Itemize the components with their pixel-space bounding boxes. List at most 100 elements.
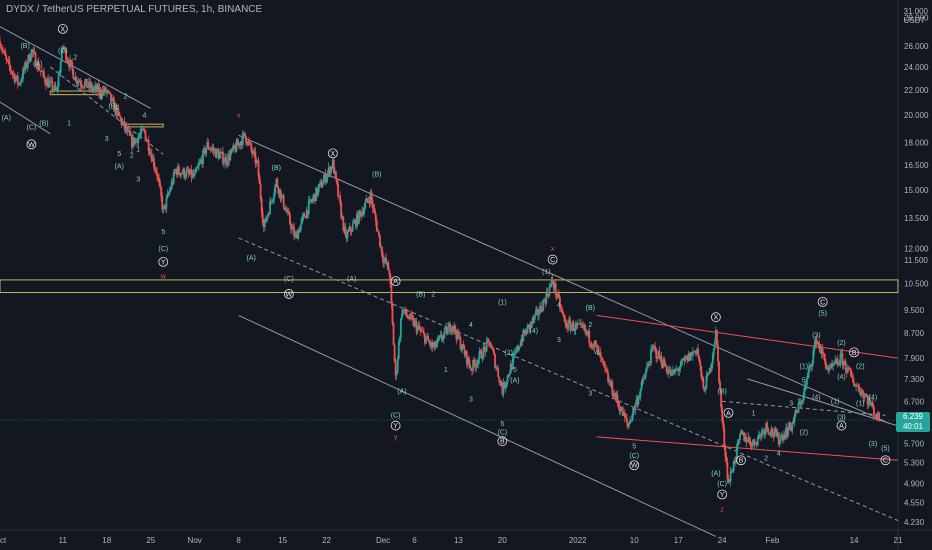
candle-body	[830, 363, 832, 369]
price-axis[interactable]: 29.000 26.000 24.000 22.000 20.000 18.000 16.5…	[904, 13, 929, 526]
candle-body	[372, 207, 375, 209]
candle-body	[27, 54, 30, 65]
candle-body	[784, 434, 786, 439]
candle-body	[419, 329, 422, 332]
trend-lines	[0, 26, 899, 537]
candle-body	[358, 210, 360, 224]
candle-body	[415, 322, 418, 332]
candle-body	[94, 85, 97, 88]
candle-body	[485, 340, 488, 352]
wave-label: (1)	[800, 363, 809, 370]
candle-body	[417, 325, 420, 327]
candle-body	[763, 430, 765, 435]
candle-body	[71, 62, 74, 69]
wave-label: W	[286, 291, 293, 298]
candle-body	[151, 157, 154, 162]
candle-body	[106, 90, 109, 92]
wave-label: (2)	[504, 350, 513, 357]
candle-body	[81, 86, 84, 88]
candle-body	[798, 402, 801, 404]
candle-body	[855, 385, 858, 387]
candle-body	[249, 142, 252, 144]
candle-body	[347, 230, 350, 232]
candle-body	[15, 75, 18, 79]
candle-body	[491, 347, 493, 349]
candle-body	[835, 359, 838, 361]
time-tick-label: 10	[630, 536, 639, 545]
candle-body	[713, 342, 716, 349]
candle-body	[623, 412, 626, 418]
candle-body	[844, 361, 847, 371]
candle-body	[773, 429, 776, 437]
wave-label-circle	[547, 254, 558, 265]
candle-body	[574, 323, 577, 331]
wave-label: B	[852, 350, 857, 357]
candle-body	[441, 338, 444, 340]
candle-body	[483, 346, 486, 348]
candle-body	[645, 366, 648, 372]
candle-body	[341, 216, 344, 218]
candle-body	[294, 235, 297, 237]
candle-body	[816, 342, 819, 345]
candle-body	[716, 329, 718, 345]
wave-labels: (B)(A)X(C)24 2(A)(C)(B) 1W(B)4315(A)23xX(B…	[2, 23, 891, 513]
wave-label: C	[820, 299, 825, 306]
candle-body	[748, 437, 751, 441]
candle-body	[30, 49, 33, 59]
candle-body	[104, 87, 107, 93]
wave-label: (A)	[711, 470, 720, 477]
candle-body	[225, 157, 227, 166]
candle-body	[842, 361, 845, 366]
wave-label: A	[726, 410, 731, 417]
candle-body	[102, 89, 105, 93]
candle-body	[342, 216, 345, 231]
candle-body	[133, 137, 135, 145]
candle-body	[144, 130, 147, 140]
wave-label: (1)	[498, 299, 507, 306]
candle-body	[672, 369, 674, 373]
candle-body	[181, 173, 184, 175]
candle-body	[742, 432, 745, 435]
candle-body	[862, 392, 865, 399]
candle-body	[105, 91, 108, 93]
time-axis[interactable]: Oct 11 18 25 Nov 8 15 22 Dec 6 13 20 2022 10 17 24 Feb 14…	[0, 536, 903, 545]
candle-body	[195, 168, 198, 170]
candle-body	[436, 338, 439, 344]
wave-label: 2	[431, 291, 435, 298]
candle-body	[590, 343, 593, 347]
candle-body	[166, 193, 169, 198]
candle-body	[679, 366, 682, 370]
candle-body	[796, 411, 799, 413]
wave-label-circle	[723, 407, 734, 418]
wave-label: (2)	[837, 340, 846, 347]
candle-body	[673, 369, 675, 374]
candle-body	[554, 283, 557, 295]
candle-body	[832, 364, 835, 367]
candle-body	[526, 325, 529, 334]
candle-body	[727, 478, 730, 482]
candle-body	[127, 129, 130, 132]
candle-body	[556, 293, 559, 297]
candle-body	[115, 105, 118, 116]
candle-body	[424, 333, 426, 344]
candle-body	[449, 323, 451, 333]
candle-body	[359, 210, 361, 213]
candle-body	[581, 323, 583, 326]
candle-body	[631, 415, 634, 421]
wave-label: (5)	[881, 446, 890, 453]
candle-body	[688, 353, 691, 361]
candle-body	[192, 173, 195, 176]
candle-body	[56, 86, 59, 90]
candle-body	[462, 344, 465, 350]
candle-body	[587, 330, 590, 335]
wave-label: (3)	[869, 441, 878, 448]
wave-label-circle	[497, 436, 508, 447]
candle-body	[520, 339, 523, 346]
candle-body	[469, 363, 471, 369]
candle-body	[824, 361, 827, 369]
candle-body	[461, 344, 464, 350]
candle-body	[171, 181, 174, 184]
candle-body	[845, 370, 848, 373]
wave-label: 5	[500, 421, 504, 428]
